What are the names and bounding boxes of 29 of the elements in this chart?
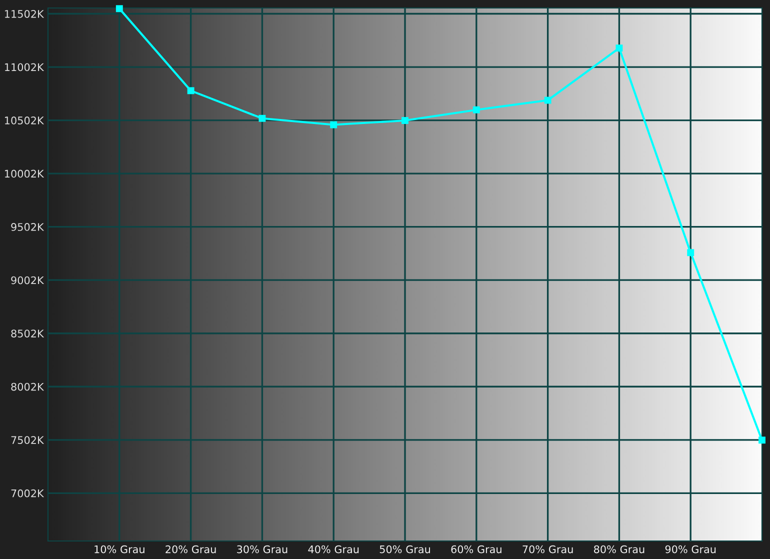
point: [402, 117, 408, 124]
y-tick-label: 7002K: [11, 489, 44, 498]
x-tick-label: 70% Grau: [522, 545, 573, 554]
x-tick-label: 50% Grau: [380, 545, 430, 554]
point: [472, 106, 480, 114]
x-tick-label: 60% Grau: [451, 545, 502, 554]
y-tick-label: 8002K: [11, 382, 44, 391]
point: [758, 436, 766, 444]
y-tick-label: 7502K: [11, 436, 44, 444]
x-tick-label: 40% Grau: [308, 545, 359, 554]
point: [116, 5, 123, 12]
y-tick-label: 8502K: [11, 330, 44, 338]
point: [544, 96, 552, 104]
point: [187, 87, 194, 94]
point: [687, 249, 694, 256]
y-tick-label: 10002K: [5, 170, 44, 178]
x-tick-label: 30% Grau: [237, 545, 288, 554]
y-tick-label: 10502K: [5, 116, 44, 124]
x-tick-label: 10% Grau: [94, 545, 144, 554]
x-tick-label: 90% Grau: [665, 545, 716, 554]
point: [616, 44, 623, 52]
y-tick-label: 11002K: [5, 63, 44, 72]
y-tick-label: 9002K: [11, 276, 44, 284]
point: [330, 121, 338, 128]
x-tick-label: 80% Grau: [594, 545, 644, 554]
x-tick-label: 20% Grau: [166, 545, 216, 554]
y-tick-label: 9502K: [11, 223, 44, 231]
point: [258, 114, 266, 122]
y-tick-label: 11502K: [5, 10, 44, 18]
